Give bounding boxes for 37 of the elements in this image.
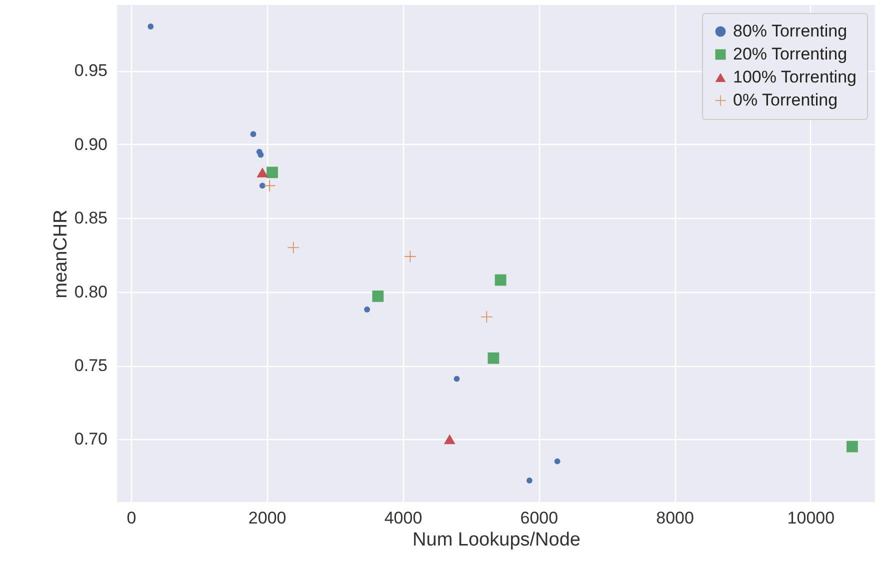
y-axis-title: meanCHR xyxy=(50,210,72,298)
y-tick-label: 0.70 xyxy=(74,430,108,449)
y-tick-label: 0.80 xyxy=(74,282,108,302)
legend-label: 80% Torrenting xyxy=(733,22,848,40)
point xyxy=(266,166,278,178)
x-axis-title: Num Lookups/Node xyxy=(412,530,580,550)
x-tick-label: 0 xyxy=(126,508,136,528)
y-tick-label: 0.85 xyxy=(74,208,108,228)
x-tick-label: 8000 xyxy=(656,508,694,528)
x-tick-label: 2000 xyxy=(248,508,286,528)
point xyxy=(488,352,500,364)
point xyxy=(256,168,268,178)
point xyxy=(554,458,560,464)
point xyxy=(454,376,460,382)
point xyxy=(480,311,492,323)
x-tick-label: 6000 xyxy=(520,508,558,528)
point xyxy=(404,250,416,262)
point xyxy=(250,131,256,138)
y-tick-label: 0.95 xyxy=(74,61,108,80)
point xyxy=(258,152,264,158)
x-tick-label: 4000 xyxy=(384,508,422,528)
point xyxy=(444,434,456,444)
point xyxy=(494,274,506,286)
x-tick-label: 10000 xyxy=(787,508,835,528)
point xyxy=(148,24,154,30)
legend-label: 20% Torrenting xyxy=(733,44,848,64)
point xyxy=(846,440,858,452)
point xyxy=(288,242,300,254)
point xyxy=(372,290,384,302)
point xyxy=(526,478,532,484)
legend-label: 0% Torrenting xyxy=(733,90,838,110)
y-tick-label: 0.75 xyxy=(74,356,108,376)
y-tick-label: 0.90 xyxy=(74,134,108,154)
point xyxy=(364,306,370,312)
point xyxy=(264,180,276,192)
point xyxy=(259,182,266,189)
legend-label: 100% Torrenting xyxy=(733,68,856,86)
